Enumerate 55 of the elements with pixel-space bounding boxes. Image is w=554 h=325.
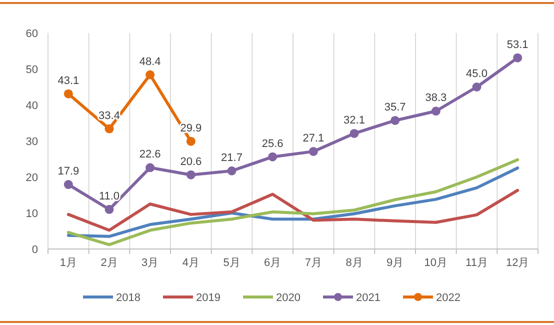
y-tick-label: 10 (26, 208, 38, 220)
data-label: 27.1 (302, 132, 324, 144)
data-label: 22.6 (139, 148, 161, 161)
y-tick-label: 30 (26, 136, 38, 148)
x-tick-label: 4月 (182, 257, 200, 269)
point (104, 204, 114, 214)
x-tick-label: 5月 (223, 257, 240, 269)
point (186, 170, 196, 180)
x-tick-label: 7月 (304, 257, 322, 269)
point (350, 128, 359, 138)
x-tick-label: 10月 (424, 257, 448, 269)
point (308, 146, 318, 156)
y-tick-label: 40 (26, 100, 38, 112)
x-tick-label: 9月 (386, 257, 404, 269)
x-tick-label: 2月 (100, 257, 118, 269)
data-label: 32.1 (344, 114, 365, 126)
point (513, 53, 522, 62)
point (146, 163, 155, 172)
point (268, 152, 278, 162)
point (390, 116, 400, 125)
data-label: 48.4 (139, 56, 161, 68)
data-label: 17.9 (58, 166, 80, 178)
data-label: 21.7 (221, 152, 242, 164)
legend-label: 2018 (116, 292, 140, 304)
line-series (66, 188, 520, 232)
y-tick-label: 0 (32, 244, 38, 256)
legend-label: 2019 (196, 292, 220, 304)
x-tick-label: 1月 (60, 257, 77, 269)
point (472, 82, 482, 92)
data-label: 11.0 (98, 190, 120, 202)
point (64, 89, 73, 98)
point (186, 136, 196, 146)
point (64, 180, 73, 190)
data-label: 20.6 (180, 156, 202, 168)
data-label: 45.0 (466, 68, 488, 80)
y-tick-label: 20 (26, 172, 38, 184)
point (431, 106, 440, 116)
data-label: 25.6 (262, 138, 284, 150)
x-tick-label: 3月 (142, 257, 159, 269)
x-tick-label: 6月 (264, 257, 282, 269)
y-tick-label: 50 (26, 64, 38, 76)
point (146, 70, 155, 80)
data-label: 43.1 (58, 74, 80, 87)
x-tick-label: 8月 (346, 257, 363, 269)
data-label: 38.3 (425, 92, 447, 104)
point (227, 166, 236, 176)
data-label: 35.7 (384, 101, 406, 114)
x-tick-label: 11月 (466, 257, 488, 269)
point (104, 124, 114, 134)
legend-label: 2022 (436, 292, 460, 304)
x-tick-label: 12月 (506, 257, 530, 269)
legend-label: 2020 (276, 292, 300, 304)
data-label: 53.1 (506, 38, 528, 51)
legend-label: 2021 (356, 292, 380, 304)
y-tick-label: 60 (26, 28, 38, 40)
